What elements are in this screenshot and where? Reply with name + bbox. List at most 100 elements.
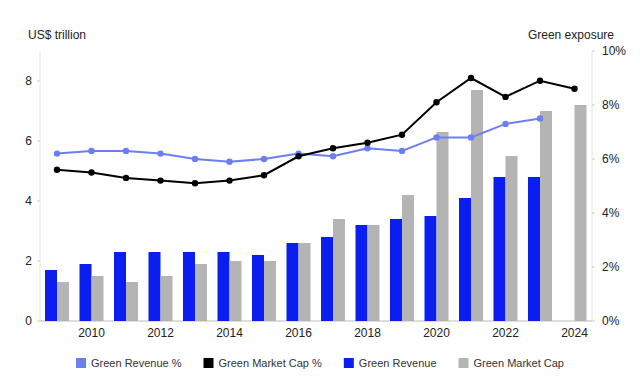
marker (399, 132, 405, 138)
bar (126, 282, 138, 321)
bar (252, 255, 264, 321)
chart: US$ trillionGreen exposure024680%2%4%6%8… (0, 0, 640, 379)
x-tick-label: 2022 (492, 326, 519, 340)
x-tick-label: 2012 (147, 326, 174, 340)
legend-item: Green Revenue (344, 357, 437, 369)
bar (230, 261, 242, 321)
bar (506, 156, 518, 321)
marker (330, 145, 336, 151)
marker (88, 169, 94, 175)
y2-tick-label: 8% (602, 98, 620, 112)
marker (468, 75, 474, 81)
marker (192, 180, 198, 186)
bar (287, 243, 299, 321)
legend-swatch (204, 358, 214, 368)
y-tick-label: 6 (25, 134, 32, 148)
x-tick-label: 2020 (423, 326, 450, 340)
legend-label: Green Revenue (359, 357, 437, 369)
y2-axis-title: Green exposure (528, 28, 614, 42)
y2-tick (592, 321, 595, 322)
marker (123, 148, 129, 154)
bar (437, 132, 449, 321)
y2-tick-label: 0% (602, 314, 620, 328)
marker (399, 148, 405, 154)
y2-tick-label: 2% (602, 260, 620, 274)
x-tick-label: 2024 (561, 326, 588, 340)
marker (537, 115, 543, 121)
marker (468, 134, 474, 140)
bar (45, 270, 57, 321)
y-tick-label: 8 (25, 74, 32, 88)
line (57, 78, 575, 183)
legend-item: Green Revenue % (76, 357, 182, 369)
y-axis-title: US$ trillion (28, 28, 86, 42)
marker (54, 150, 60, 156)
x-tick-label: 2010 (78, 326, 105, 340)
legend-item: Green Market Cap % (204, 357, 323, 369)
y2-tick (592, 51, 595, 52)
marker (295, 153, 301, 159)
bar (161, 276, 173, 321)
y2-tick (592, 213, 595, 214)
bar (494, 177, 506, 321)
legend-label: Green Market Cap % (219, 357, 323, 369)
marker (537, 78, 543, 84)
x-tick-label: 2018 (354, 326, 381, 340)
legend-swatch (459, 358, 469, 368)
y-tick-label: 4 (25, 194, 32, 208)
y2-tick (592, 159, 595, 160)
bar (471, 90, 483, 321)
bar (218, 252, 230, 321)
legend: Green Revenue % Green Market Cap % Green R… (76, 357, 564, 369)
marker (54, 167, 60, 173)
y-axis-line (40, 51, 41, 321)
y2-axis-line (592, 51, 593, 321)
marker (226, 159, 232, 165)
y-tick-label: 0 (25, 314, 32, 328)
bar (540, 111, 552, 321)
marker (433, 134, 439, 140)
bar (80, 264, 92, 321)
bar (356, 225, 368, 321)
bar (528, 177, 540, 321)
line (57, 119, 540, 162)
marker (433, 99, 439, 105)
bar (321, 237, 333, 321)
y-tick (37, 261, 40, 262)
marker (571, 86, 577, 92)
bar (149, 252, 161, 321)
marker (261, 156, 267, 162)
bar (368, 225, 380, 321)
y2-tick-label: 4% (602, 206, 620, 220)
legend-swatch (344, 358, 354, 368)
marker (502, 94, 508, 100)
bar (299, 243, 311, 321)
legend-swatch (76, 358, 86, 368)
bar (459, 198, 471, 321)
bar (575, 105, 587, 321)
legend-item: Green Market Cap (459, 357, 564, 369)
marker (261, 172, 267, 178)
marker (502, 121, 508, 127)
bar (114, 252, 126, 321)
x-tick-label: 2016 (285, 326, 312, 340)
marks (45, 75, 587, 321)
y-tick (37, 201, 40, 202)
marker (192, 156, 198, 162)
bar (333, 219, 345, 321)
marker (123, 175, 129, 181)
bar (390, 219, 402, 321)
bar (264, 261, 276, 321)
y2-tick (592, 105, 595, 106)
marker (157, 150, 163, 156)
y2-tick-label: 6% (602, 152, 620, 166)
bar (92, 276, 104, 321)
y2-tick (592, 267, 595, 268)
marker (330, 153, 336, 159)
y-tick (37, 321, 40, 322)
bar (425, 216, 437, 321)
bar (57, 282, 69, 321)
bar (195, 264, 207, 321)
y-tick (37, 81, 40, 82)
y-tick (37, 141, 40, 142)
